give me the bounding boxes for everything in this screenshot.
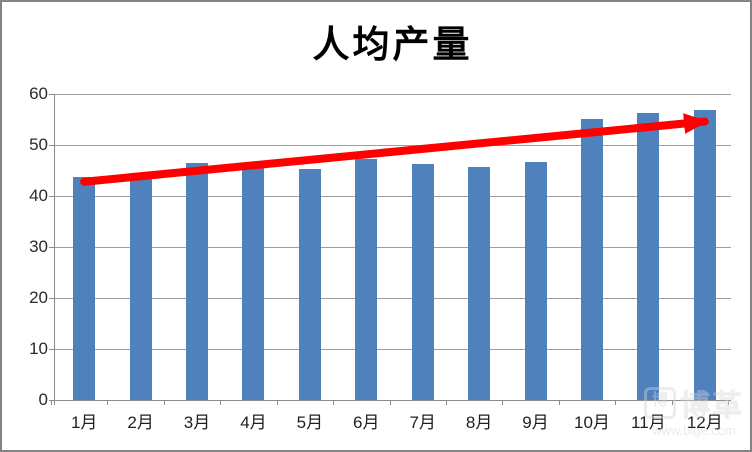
bar-6月 (355, 158, 378, 400)
x-axis-line (50, 400, 731, 401)
x-axis-label: 4月 (240, 413, 267, 432)
y-axis-tick (49, 349, 54, 350)
x-axis-tick (333, 400, 335, 405)
bar-2月 (129, 174, 152, 400)
y-axis-label: 40 (29, 186, 48, 205)
x-axis-tick (276, 400, 278, 405)
gridline-y-20 (54, 298, 731, 299)
y-axis-label: 10 (29, 339, 48, 358)
x-axis-label: 2月 (127, 413, 154, 432)
x-axis-tick (558, 400, 560, 405)
y-axis-label: 0 (38, 390, 48, 409)
x-axis-tick (389, 400, 391, 405)
bar-4月 (242, 166, 265, 400)
trend-arrow-line (80, 113, 709, 186)
x-axis-label: 6月 (353, 413, 380, 432)
x-axis-tick (728, 400, 729, 405)
x-axis-tick (615, 400, 617, 405)
x-axis-label: 9月 (522, 413, 549, 432)
y-axis-tick (49, 247, 54, 248)
x-axis-label: 11月 (631, 413, 666, 432)
x-axis-label: 7月 (409, 413, 436, 432)
y-axis-label: 30 (29, 237, 48, 256)
y-axis-label: 50 (29, 135, 48, 154)
gridline-y-30 (54, 247, 731, 248)
gridline-y-40 (54, 196, 731, 197)
x-axis-label: 1月 (70, 413, 98, 432)
y-axis-label: 60 (29, 84, 48, 103)
x-axis-label: 10月 (573, 413, 610, 432)
y-axis-line (54, 94, 55, 405)
gridline-y-60 (54, 94, 731, 95)
x-axis-tick (51, 400, 52, 405)
x-axis-tick (220, 400, 222, 405)
y-axis-label: 20 (29, 288, 48, 307)
gridline-y-50 (54, 145, 731, 146)
x-axis-label: 3月 (183, 413, 211, 432)
bar-1月 (73, 176, 96, 400)
bar-5月 (298, 169, 321, 400)
y-axis-tick (49, 94, 54, 95)
x-axis-tick (671, 400, 673, 405)
x-axis-tick (163, 400, 165, 405)
x-axis-label: 5月 (296, 413, 324, 432)
bar-3月 (186, 162, 209, 400)
bar-10月 (580, 118, 603, 400)
y-axis-tick (49, 145, 54, 146)
chart-title: 人均产量 (312, 25, 473, 66)
y-axis-tick (49, 196, 54, 197)
bar-9月 (524, 162, 547, 400)
gridline-y-10 (54, 349, 731, 350)
bar-11月 (637, 112, 660, 400)
x-axis-label: 12月 (686, 413, 723, 432)
bar-12月 (693, 109, 716, 400)
bar-8月 (468, 166, 491, 400)
bar-7月 (411, 164, 434, 400)
x-axis-tick (107, 400, 109, 405)
x-axis-tick (502, 400, 504, 405)
x-axis-tick (445, 400, 447, 405)
y-axis-tick (49, 298, 54, 299)
x-axis-label: 8月 (465, 413, 493, 432)
